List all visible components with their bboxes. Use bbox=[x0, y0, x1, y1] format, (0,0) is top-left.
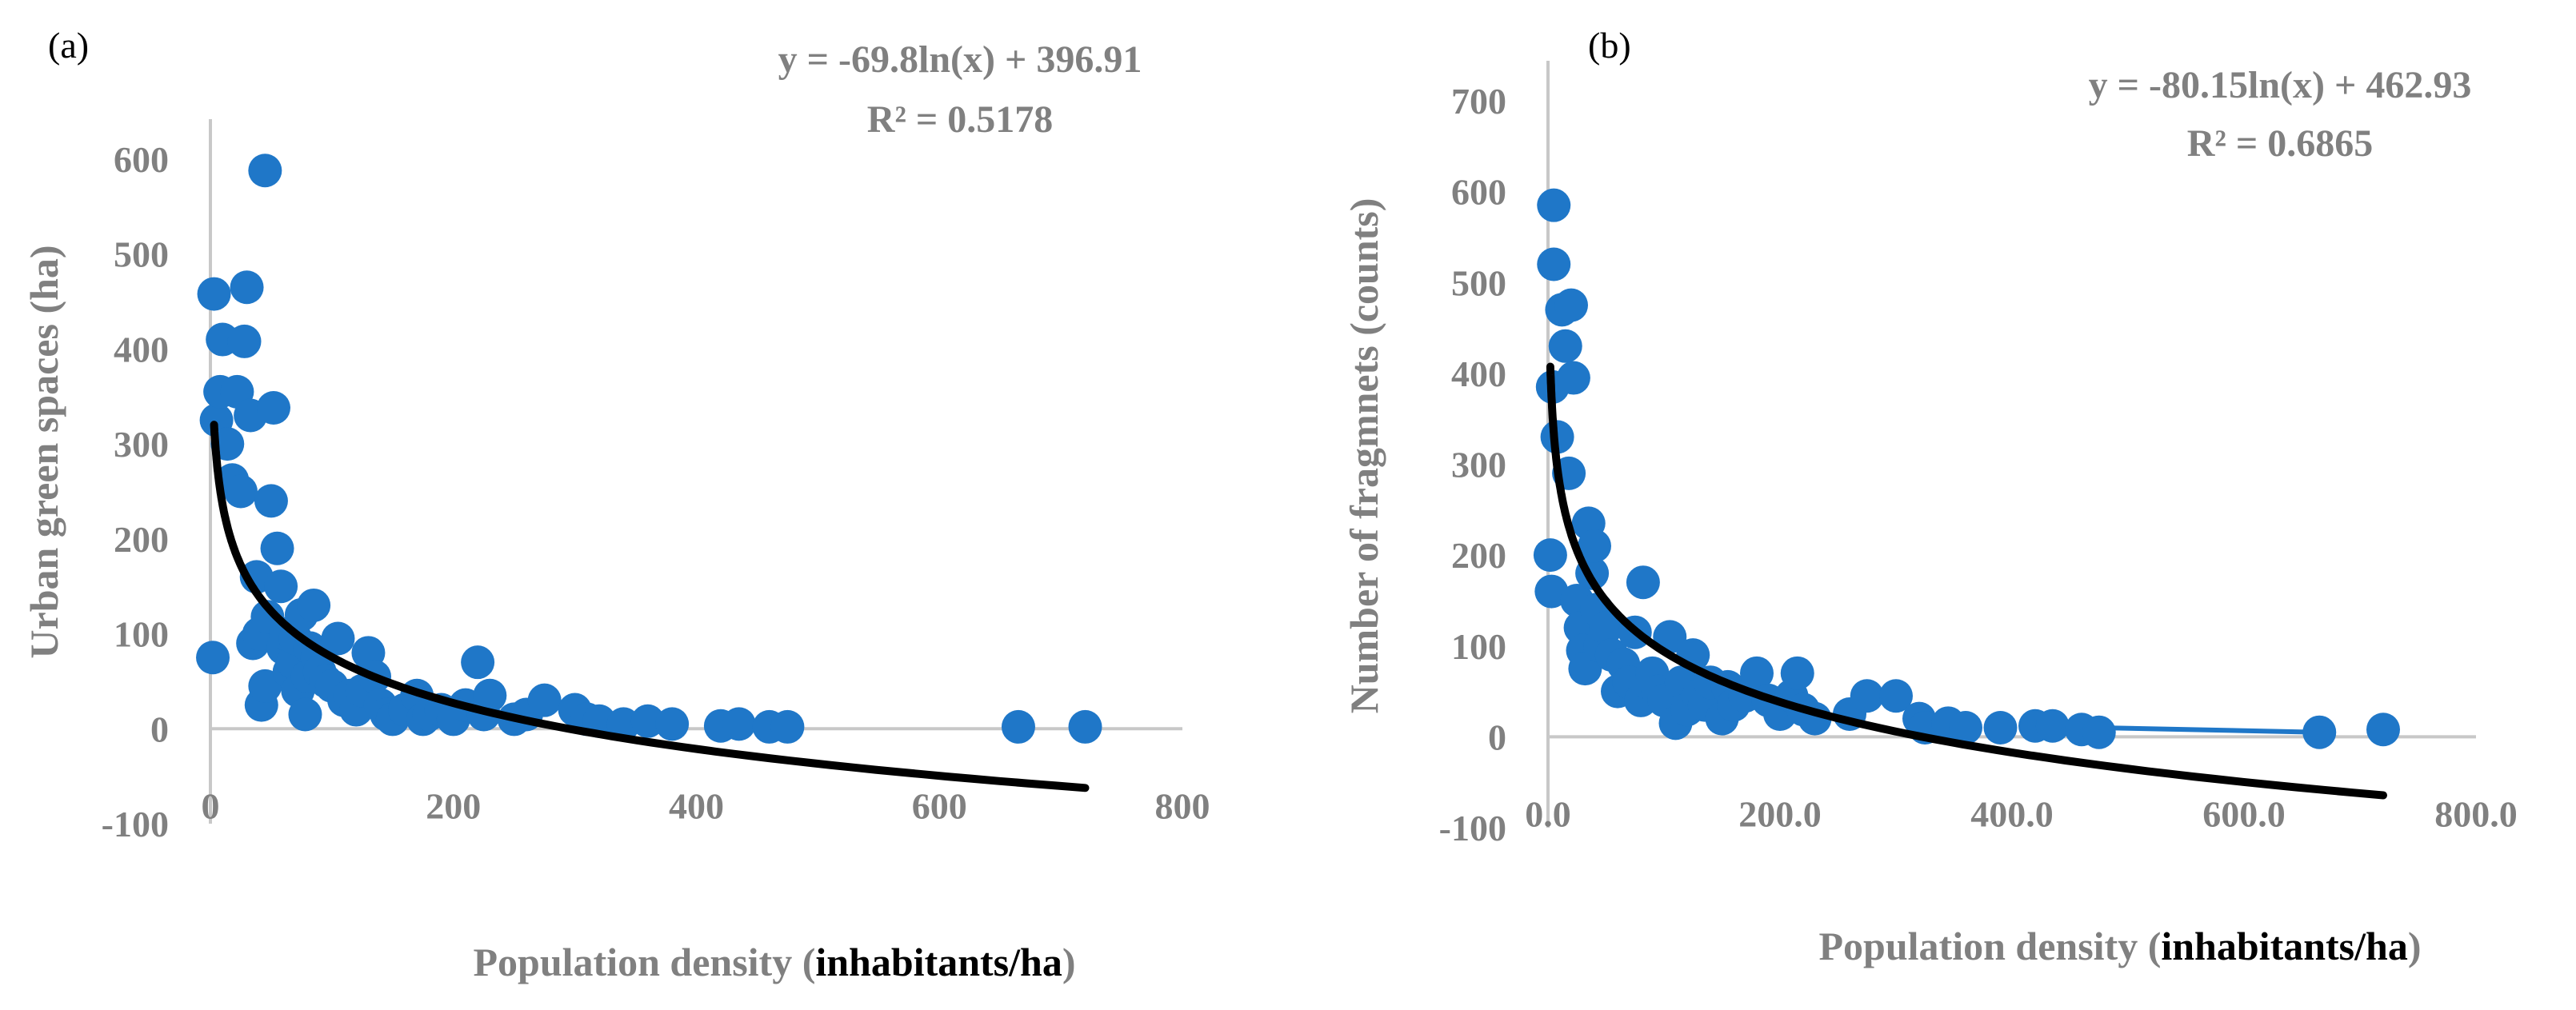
data-point bbox=[256, 391, 290, 425]
chart-panel-b: (b) y = -80.15ln(x) + 462.93 R² = 0.6865… bbox=[1342, 25, 2518, 968]
data-point bbox=[248, 154, 282, 188]
y-tick-label: 200 bbox=[114, 519, 169, 560]
data-point bbox=[264, 569, 298, 604]
trendline bbox=[1546, 362, 2387, 800]
y-tick-label: 100 bbox=[1451, 626, 1506, 667]
x-axis-title-b: Population density (inhabitants/ha) bbox=[1819, 924, 2422, 968]
data-point bbox=[606, 707, 641, 741]
y-tick-label: 0 bbox=[150, 709, 169, 749]
data-point bbox=[722, 707, 756, 741]
y-axis-title-b: Number of fragmnets (counts) bbox=[1342, 198, 1386, 714]
data-point bbox=[1983, 711, 2018, 745]
x-axis-title-suffix-b: ) bbox=[2408, 924, 2422, 968]
series-connector-line bbox=[2098, 725, 2320, 735]
data-point bbox=[630, 704, 665, 738]
x-tick-label: 400.0 bbox=[1970, 793, 2054, 834]
data-point bbox=[461, 645, 495, 680]
x-axis-title-unit-a: inhabitants/ha bbox=[815, 940, 1062, 984]
data-point bbox=[1626, 565, 1660, 600]
y-axis-title-a: Urban green spaces (ha) bbox=[22, 245, 66, 658]
data-point bbox=[1879, 679, 1913, 713]
data-point bbox=[248, 669, 282, 703]
panel-label-a: (a) bbox=[48, 25, 89, 66]
data-point bbox=[260, 531, 294, 565]
data-point bbox=[196, 641, 230, 675]
data-point bbox=[230, 270, 264, 305]
data-point bbox=[527, 683, 562, 717]
data-point bbox=[2035, 709, 2070, 743]
chart-panel-a: (a) y = -69.8ln(x) + 396.91 R² = 0.5178 … bbox=[22, 25, 1210, 984]
data-point bbox=[288, 697, 322, 732]
x-tick-label: 0 bbox=[202, 785, 220, 826]
data-point bbox=[473, 678, 507, 713]
data-point bbox=[1850, 679, 1884, 713]
data-point bbox=[1589, 611, 1623, 645]
x-tick-label: 0.0 bbox=[1525, 793, 1571, 834]
x-tick-label: 600 bbox=[912, 785, 967, 826]
x-axis-title-prefix-a: Population density ( bbox=[474, 940, 816, 984]
x-tick-label: 800 bbox=[1155, 785, 1210, 826]
y-tick-label: 700 bbox=[1451, 81, 1506, 122]
data-point bbox=[1554, 288, 1588, 322]
x-tick-label: 600.0 bbox=[2202, 793, 2286, 834]
y-tick-label: 600 bbox=[1451, 172, 1506, 213]
y-tick-label: 400 bbox=[114, 329, 169, 369]
x-tick-label: 200 bbox=[426, 785, 481, 826]
x-tick-label: 800.0 bbox=[2434, 793, 2518, 834]
data-point bbox=[1533, 538, 1567, 573]
data-point bbox=[223, 474, 258, 509]
data-point bbox=[1537, 188, 1571, 222]
r-squared-b: R² = 0.6865 bbox=[2187, 122, 2373, 165]
r-squared-a: R² = 0.5178 bbox=[867, 98, 1053, 141]
y-tick-label: -100 bbox=[102, 804, 169, 844]
data-point bbox=[2302, 715, 2337, 749]
x-tick-label: 200.0 bbox=[1738, 793, 1822, 834]
data-point bbox=[197, 277, 231, 311]
trendline bbox=[210, 421, 1090, 792]
data-point bbox=[655, 707, 690, 741]
trendline-equation-b: y = -80.15ln(x) + 462.93 bbox=[2089, 64, 2472, 106]
y-tick-label: 400 bbox=[1451, 353, 1506, 394]
data-point bbox=[1740, 656, 1774, 690]
y-tick-label: 100 bbox=[114, 614, 169, 655]
y-tick-label: 300 bbox=[1451, 445, 1506, 485]
panel-label-b: (b) bbox=[1588, 25, 1631, 66]
trendline-equation-a: y = -69.8ln(x) + 396.91 bbox=[778, 38, 1142, 81]
data-point bbox=[770, 709, 805, 744]
data-point bbox=[1780, 656, 1814, 690]
x-tick-label: 400 bbox=[669, 785, 724, 826]
data-point bbox=[297, 588, 331, 622]
x-axis-title-unit-b: inhabitants/ha bbox=[2161, 924, 2407, 968]
data-point bbox=[1068, 709, 1102, 744]
x-axis-title-prefix-b: Population density ( bbox=[1819, 924, 2162, 968]
data-point bbox=[1001, 709, 1035, 744]
y-tick-label: -100 bbox=[1439, 808, 1506, 848]
x-axis-title-suffix-a: ) bbox=[1062, 940, 1076, 984]
data-point bbox=[1534, 574, 1569, 609]
data-point bbox=[1537, 247, 1571, 281]
y-tick-label: 200 bbox=[1451, 535, 1506, 576]
data-point bbox=[321, 621, 355, 656]
data-point bbox=[1949, 711, 1982, 745]
data-point bbox=[1578, 529, 1611, 563]
y-tick-label: 600 bbox=[114, 139, 169, 180]
data-point bbox=[254, 484, 288, 518]
data-point bbox=[2366, 713, 2400, 747]
y-tick-label: 500 bbox=[114, 234, 169, 275]
x-axis-title-a: Population density (inhabitants/ha) bbox=[474, 940, 1076, 984]
y-tick-label: 500 bbox=[1451, 262, 1506, 303]
data-point bbox=[1556, 361, 1590, 395]
plot-area-b: -100 0 100 200 300 400 500 600 700 0.0 200.0 400.0 6… bbox=[1439, 61, 2518, 848]
data-point bbox=[1548, 329, 1582, 363]
y-tick-label: 300 bbox=[114, 424, 169, 465]
data-point bbox=[2082, 715, 2116, 749]
y-tick-label: 0 bbox=[1488, 717, 1506, 757]
plot-area-a: -100 0 100 200 300 400 500 600 0 200 400 600 800 bbox=[102, 119, 1210, 844]
data-point bbox=[227, 324, 262, 358]
